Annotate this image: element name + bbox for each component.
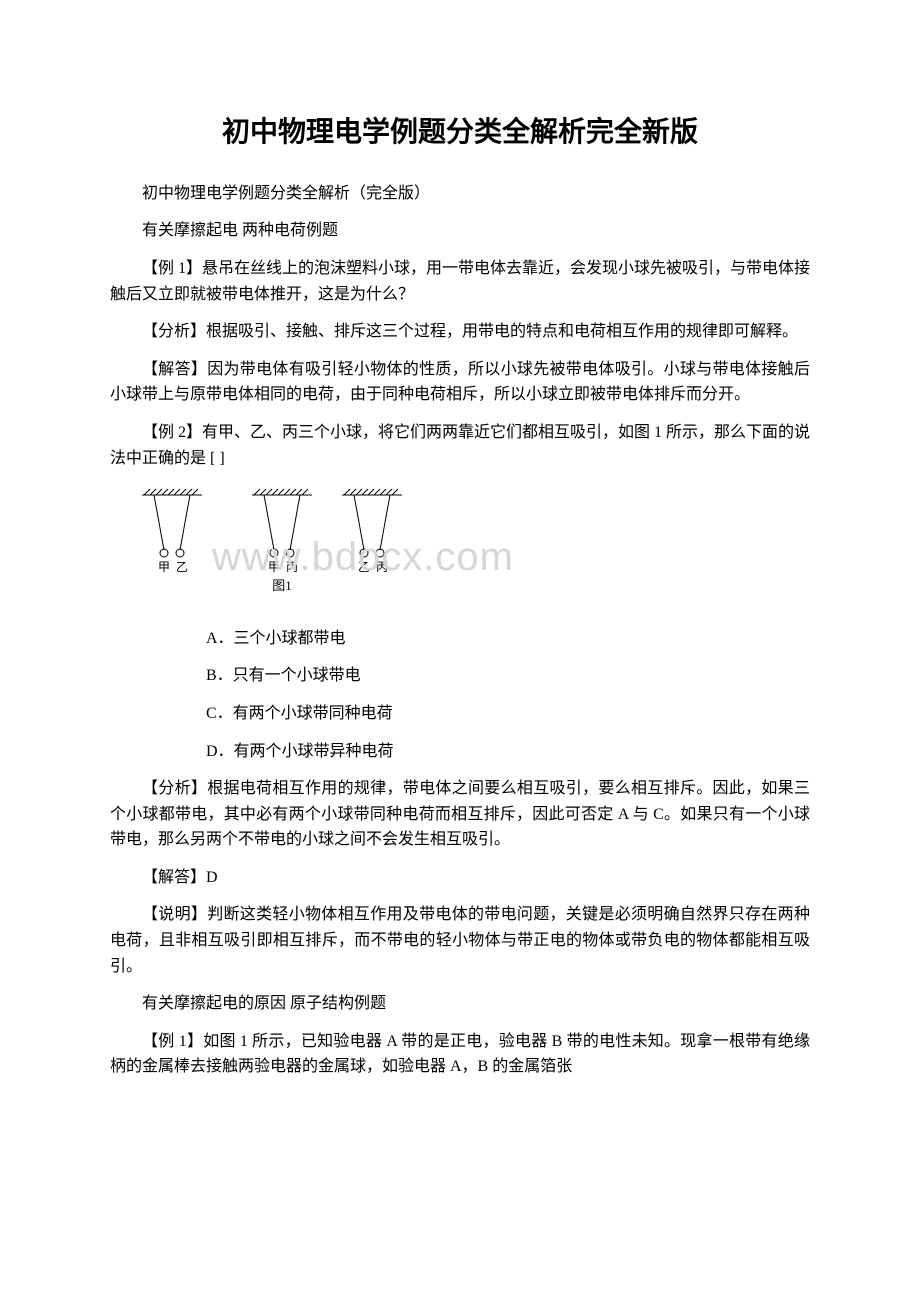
option-a: A．三个小球都带电 — [206, 626, 810, 652]
example1-analysis: 【分析】根据吸引、接触、排斥这三个过程，用带电的特点和电荷相互作用的规律即可解释… — [110, 319, 810, 345]
option-c: C．有两个小球带同种电荷 — [206, 701, 810, 727]
pair-2: 甲 丙 — [252, 489, 312, 574]
pair2-left-label: 甲 — [268, 560, 280, 574]
example3-question: 【例 1】如图 1 所示，已知验电器 A 带的是正电，验电器 B 带的电性未知。… — [110, 1029, 810, 1080]
example2-question: 【例 2】有甲、乙、丙三个小球，将它们两两靠近它们都相互吸引，如图 1 所示，那… — [110, 420, 810, 471]
options-block: A．三个小球都带电 B．只有一个小球带电 C．有两个小球带同种电荷 D．有两个小… — [206, 626, 810, 764]
section-heading-2: 有关摩擦起电的原因 原子结构例题 — [110, 991, 810, 1017]
option-b: B．只有一个小球带电 — [206, 663, 810, 689]
example1-question: 【例 1】悬吊在丝线上的泡沫塑料小球，用一带电体去靠近，会发现小球先被吸引，与带… — [110, 256, 810, 307]
pendulum-diagram: 甲 乙 — [142, 485, 462, 605]
option-d: D．有两个小球带异种电荷 — [206, 739, 810, 765]
pair-1: 甲 乙 — [142, 489, 202, 574]
figure-caption: 图1 — [272, 578, 292, 593]
page-title: 初中物理电学例题分类全解析完全新版 — [110, 110, 810, 155]
pair3-right-label: 丙 — [376, 560, 388, 574]
example2-answer: 【解答】D — [110, 865, 810, 891]
pair2-right-label: 丙 — [286, 560, 298, 574]
section-heading-1: 有关摩擦起电 两种电荷例题 — [110, 218, 810, 244]
figure-1: 甲 乙 — [142, 485, 810, 614]
example2-note: 【说明】判断这类轻小物体相互作用及带电体的带电问题，关键是必须明确自然界只存在两… — [110, 902, 810, 979]
pair1-left-label: 甲 — [158, 560, 170, 574]
document-page: 初中物理电学例题分类全解析完全新版 初中物理电学例题分类全解析（完全版） 有关摩… — [0, 0, 920, 1152]
pair3-left-label: 乙 — [358, 560, 370, 574]
example2-analysis: 【分析】根据电荷相互作用的规律，带电体之间要么相互吸引，要么相互排斥。因此，如果… — [110, 776, 810, 853]
pair1-right-label: 乙 — [176, 560, 188, 574]
pair-3: 乙 丙 — [342, 489, 402, 574]
subtitle-line: 初中物理电学例题分类全解析（完全版） — [110, 181, 810, 207]
example1-answer: 【解答】因为带电体有吸引轻小物体的性质，所以小球先被带电体吸引。小球与带电体接触… — [110, 357, 810, 408]
